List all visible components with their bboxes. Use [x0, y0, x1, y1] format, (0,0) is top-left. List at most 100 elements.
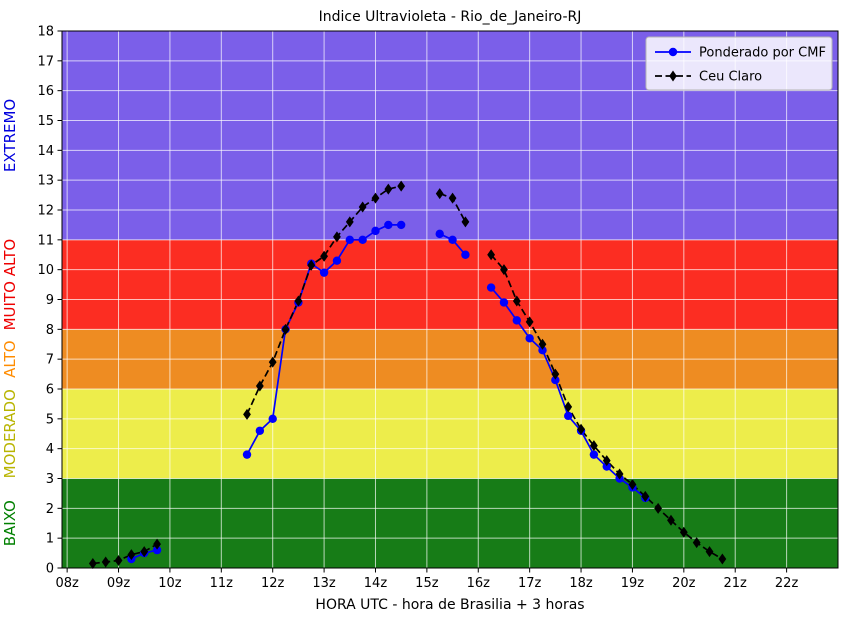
marker-diamond [384, 183, 393, 195]
band-label-moderado: MODERADO [1, 389, 19, 478]
legend-label-ceu-claro: Ceu Claro [699, 70, 762, 85]
marker-diamond [641, 490, 650, 502]
marker-diamond [564, 401, 573, 413]
marker-circle [551, 375, 560, 385]
marker-diamond [114, 555, 123, 567]
marker-diamond [281, 323, 290, 335]
x-tick-label: 15z [415, 576, 439, 591]
marker-diamond [307, 259, 316, 271]
marker-diamond [448, 192, 457, 204]
marker-circle [448, 235, 457, 245]
x-tick-label: 10z [158, 576, 182, 591]
marker-circle [255, 426, 265, 435]
marker-diamond [538, 338, 547, 350]
y-tick-label: 5 [46, 412, 54, 427]
marker-diamond [500, 264, 508, 276]
y-tick-label: 16 [37, 84, 54, 99]
marker-diamond [615, 468, 624, 480]
marker-diamond [268, 356, 277, 368]
x-tick-label: 18z [569, 576, 593, 591]
marker-diamond [345, 216, 354, 228]
marker-circle [152, 545, 162, 555]
x-tick-label: 14z [364, 576, 388, 591]
marker-diamond [512, 295, 521, 307]
marker-diamond [679, 526, 688, 538]
y-tick-label: 11 [37, 233, 54, 248]
band-label-baixo: BAIXO [1, 500, 19, 546]
marker-circle [345, 235, 354, 245]
band-label-extremo: EXTREMO [1, 99, 19, 172]
legend-label-ponderado: Ponderado por CMF [699, 46, 826, 61]
y-tick-label: 4 [46, 442, 54, 457]
marker-circle [461, 250, 470, 259]
marker-diamond [705, 546, 714, 558]
legend-circle-marker-icon [668, 47, 678, 57]
marker-diamond [88, 558, 97, 570]
marker-diamond [101, 556, 110, 568]
marker-diamond [243, 408, 251, 420]
x-tick-label: 22z [775, 576, 799, 591]
band-muito-alto [62, 239, 838, 330]
y-tick-label: 3 [46, 472, 54, 487]
marker-diamond [487, 249, 496, 261]
marker-circle [319, 268, 329, 277]
marker-circle [358, 235, 367, 245]
y-tick-label: 10 [37, 263, 54, 278]
marker-diamond [589, 440, 598, 452]
y-tick-label: 18 [37, 25, 54, 40]
x-tick-label: 17z [518, 576, 542, 591]
marker-circle [384, 220, 393, 230]
y-tick-label: 0 [46, 562, 54, 577]
marker-circle [538, 346, 547, 355]
marker-diamond [525, 316, 534, 328]
x-tick-label: 21z [724, 576, 748, 591]
y-tick-label: 14 [37, 144, 54, 159]
marker-diamond [602, 455, 611, 467]
y-tick-label: 13 [37, 174, 54, 189]
marker-circle [499, 298, 509, 307]
marker-circle [268, 414, 277, 424]
x-tick-label: 09z [107, 576, 131, 591]
marker-circle [435, 229, 444, 239]
marker-diamond [294, 295, 303, 307]
marker-circle [332, 256, 342, 265]
x-tick-label: 12z [261, 576, 285, 591]
marker-circle [589, 450, 599, 459]
marker-diamond [127, 549, 136, 561]
x-tick-label: 13z [312, 576, 336, 591]
y-tick-label: 2 [46, 502, 54, 517]
x-axis-label: HORA UTC - hora de Brasilia + 3 horas [315, 597, 584, 613]
band-label-muito-alto: MUITO ALTO [1, 239, 19, 331]
legend-diamond-marker-icon [669, 70, 677, 82]
marker-diamond [397, 180, 406, 192]
marker-circle [371, 226, 380, 236]
marker-diamond [461, 216, 470, 228]
marker-diamond [358, 201, 367, 213]
x-tick-label: 16z [467, 576, 491, 591]
marker-diamond [320, 250, 328, 262]
marker-circle [563, 411, 573, 421]
y-tick-label: 12 [37, 204, 54, 219]
y-tick-label: 17 [37, 54, 54, 69]
band-label-alto: ALTO [1, 340, 19, 378]
marker-diamond [255, 380, 264, 392]
marker-diamond [371, 192, 380, 204]
marker-diamond [153, 538, 161, 550]
y-tick-label: 1 [46, 532, 54, 547]
marker-circle [486, 283, 496, 292]
y-tick-label: 9 [46, 293, 54, 308]
chart-title: Indice Ultravioleta - Rio_de_Janeiro-RJ [319, 9, 582, 25]
marker-circle [396, 220, 406, 230]
marker-diamond [551, 368, 560, 380]
x-tick-label: 11z [210, 576, 234, 591]
x-tick-label: 19z [621, 576, 645, 591]
y-tick-label: 7 [46, 353, 54, 368]
band-moderado [62, 389, 838, 479]
plot-area: 08z 09z 10z 11z 12z 13z 14z 15z 16z 17z 18z 19z 20z 2… [1, 25, 839, 591]
marker-diamond [718, 553, 727, 565]
marker-diamond [667, 514, 675, 526]
y-tick-label: 15 [37, 114, 54, 129]
marker-diamond [140, 546, 149, 558]
